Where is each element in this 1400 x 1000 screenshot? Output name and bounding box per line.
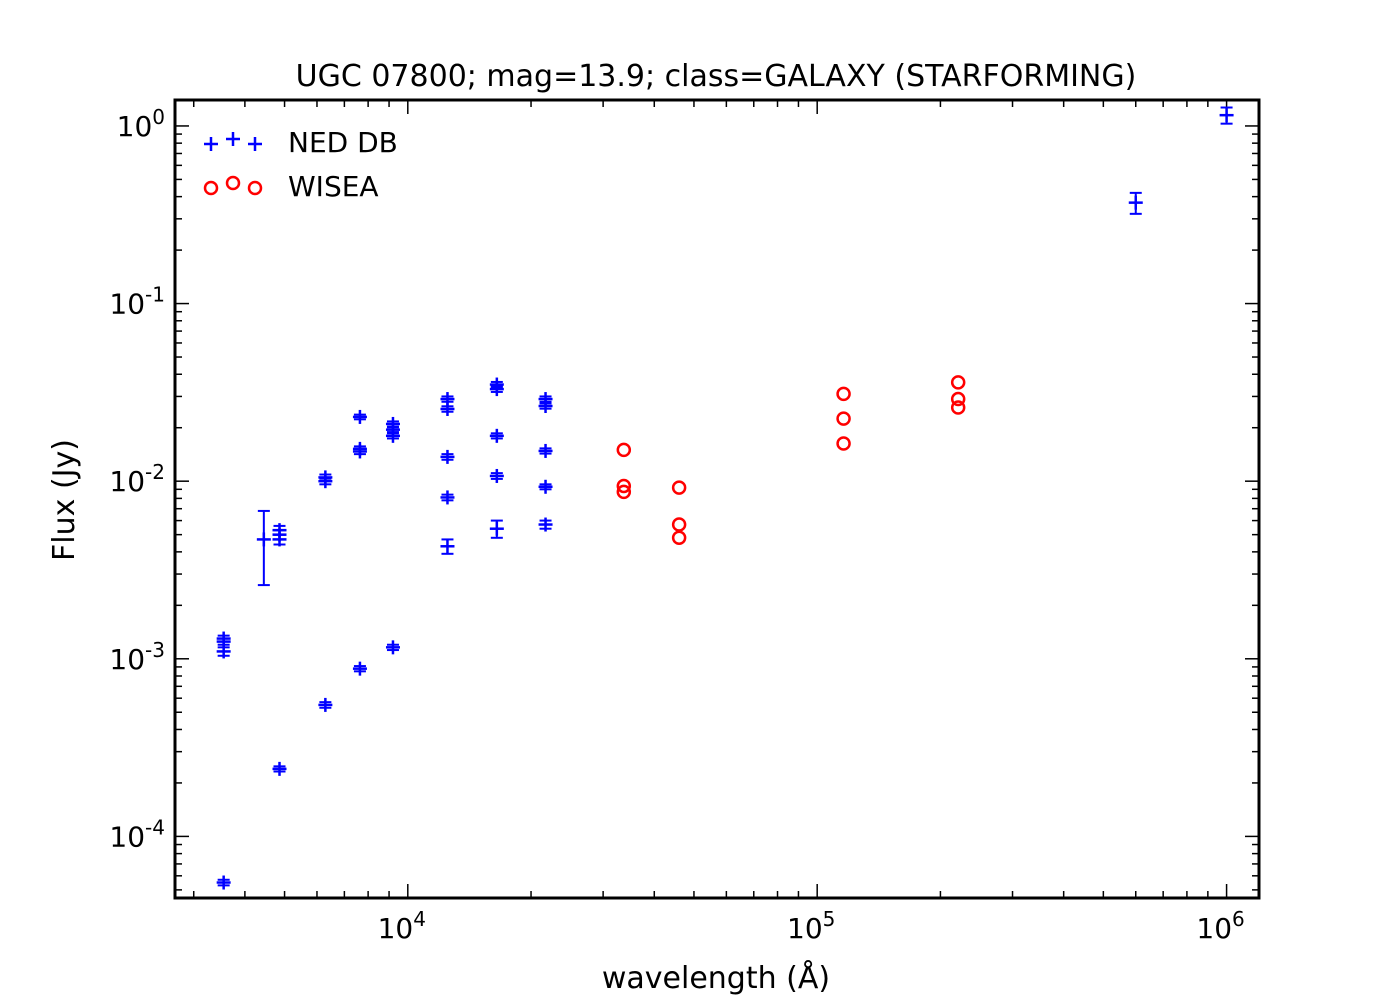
data-markers <box>216 106 1234 890</box>
data-point <box>671 480 687 495</box>
data-point <box>489 468 504 483</box>
data-point <box>256 532 271 547</box>
y-tick-label: 100 <box>117 105 165 143</box>
legend-marker <box>203 180 219 196</box>
data-point <box>950 391 966 407</box>
legend-label: NED DB <box>288 126 398 159</box>
data-point <box>836 436 851 451</box>
y-tick-label: 10-2 <box>109 460 165 498</box>
data-point <box>616 478 632 494</box>
data-point <box>836 386 851 402</box>
legend-marker <box>248 137 262 151</box>
data-point <box>440 490 455 505</box>
legend-entry: NED DB <box>204 126 398 159</box>
y-tick-label: 10-1 <box>109 283 165 321</box>
data-point <box>272 761 287 776</box>
legend-marker <box>225 175 241 191</box>
plot-frame <box>173 98 1261 900</box>
series-ned-db <box>216 106 1234 890</box>
data-point <box>385 428 400 443</box>
legend-marker <box>204 137 218 151</box>
data-point <box>440 449 455 464</box>
data-point <box>216 875 231 890</box>
y-tick-label: 10-3 <box>109 638 165 676</box>
data-point <box>216 644 231 659</box>
legend-marker <box>226 132 240 146</box>
y-tick-label: 10-4 <box>109 815 165 853</box>
data-point <box>352 661 367 676</box>
data-point <box>671 530 687 546</box>
tick-labels: 104 105 106 10-4 10-3 10-2 10-1 100 <box>109 105 1244 945</box>
data-point <box>318 474 333 489</box>
x-tick-label: 106 <box>1196 907 1244 945</box>
data-point <box>272 532 287 547</box>
data-point <box>440 401 455 416</box>
data-point <box>538 399 553 414</box>
chart-title: UGC 07800; mag=13.9; class=GALAXY (STARF… <box>296 59 1137 94</box>
data-point <box>440 539 455 554</box>
data-point <box>489 428 504 443</box>
data-point <box>671 517 687 532</box>
series-wisea <box>616 375 966 546</box>
data-point <box>538 479 553 494</box>
data-point <box>950 375 966 390</box>
data-point <box>616 484 632 500</box>
data-point <box>1219 108 1234 123</box>
legend-label: WISEA <box>288 170 379 203</box>
data-point <box>950 400 966 415</box>
x-axis-title: wavelength (Å) <box>602 960 830 996</box>
data-point <box>538 517 553 532</box>
legend-entry: WISEA <box>203 170 379 203</box>
data-point <box>318 697 333 712</box>
legend-marker <box>247 180 263 196</box>
data-point <box>538 443 553 458</box>
data-point <box>489 521 504 536</box>
x-tick-label: 104 <box>378 907 426 945</box>
x-tick-label: 105 <box>787 907 835 945</box>
data-point <box>1128 195 1143 210</box>
data-point <box>352 409 367 424</box>
y-axis-title: Flux (Jy) <box>47 439 82 561</box>
axis-ticks <box>175 100 1259 898</box>
data-point <box>352 444 367 459</box>
data-point <box>836 411 851 426</box>
legend: NED DB WISEA <box>203 126 398 203</box>
data-point <box>489 382 504 397</box>
data-point <box>385 640 400 655</box>
data-point <box>616 442 632 458</box>
